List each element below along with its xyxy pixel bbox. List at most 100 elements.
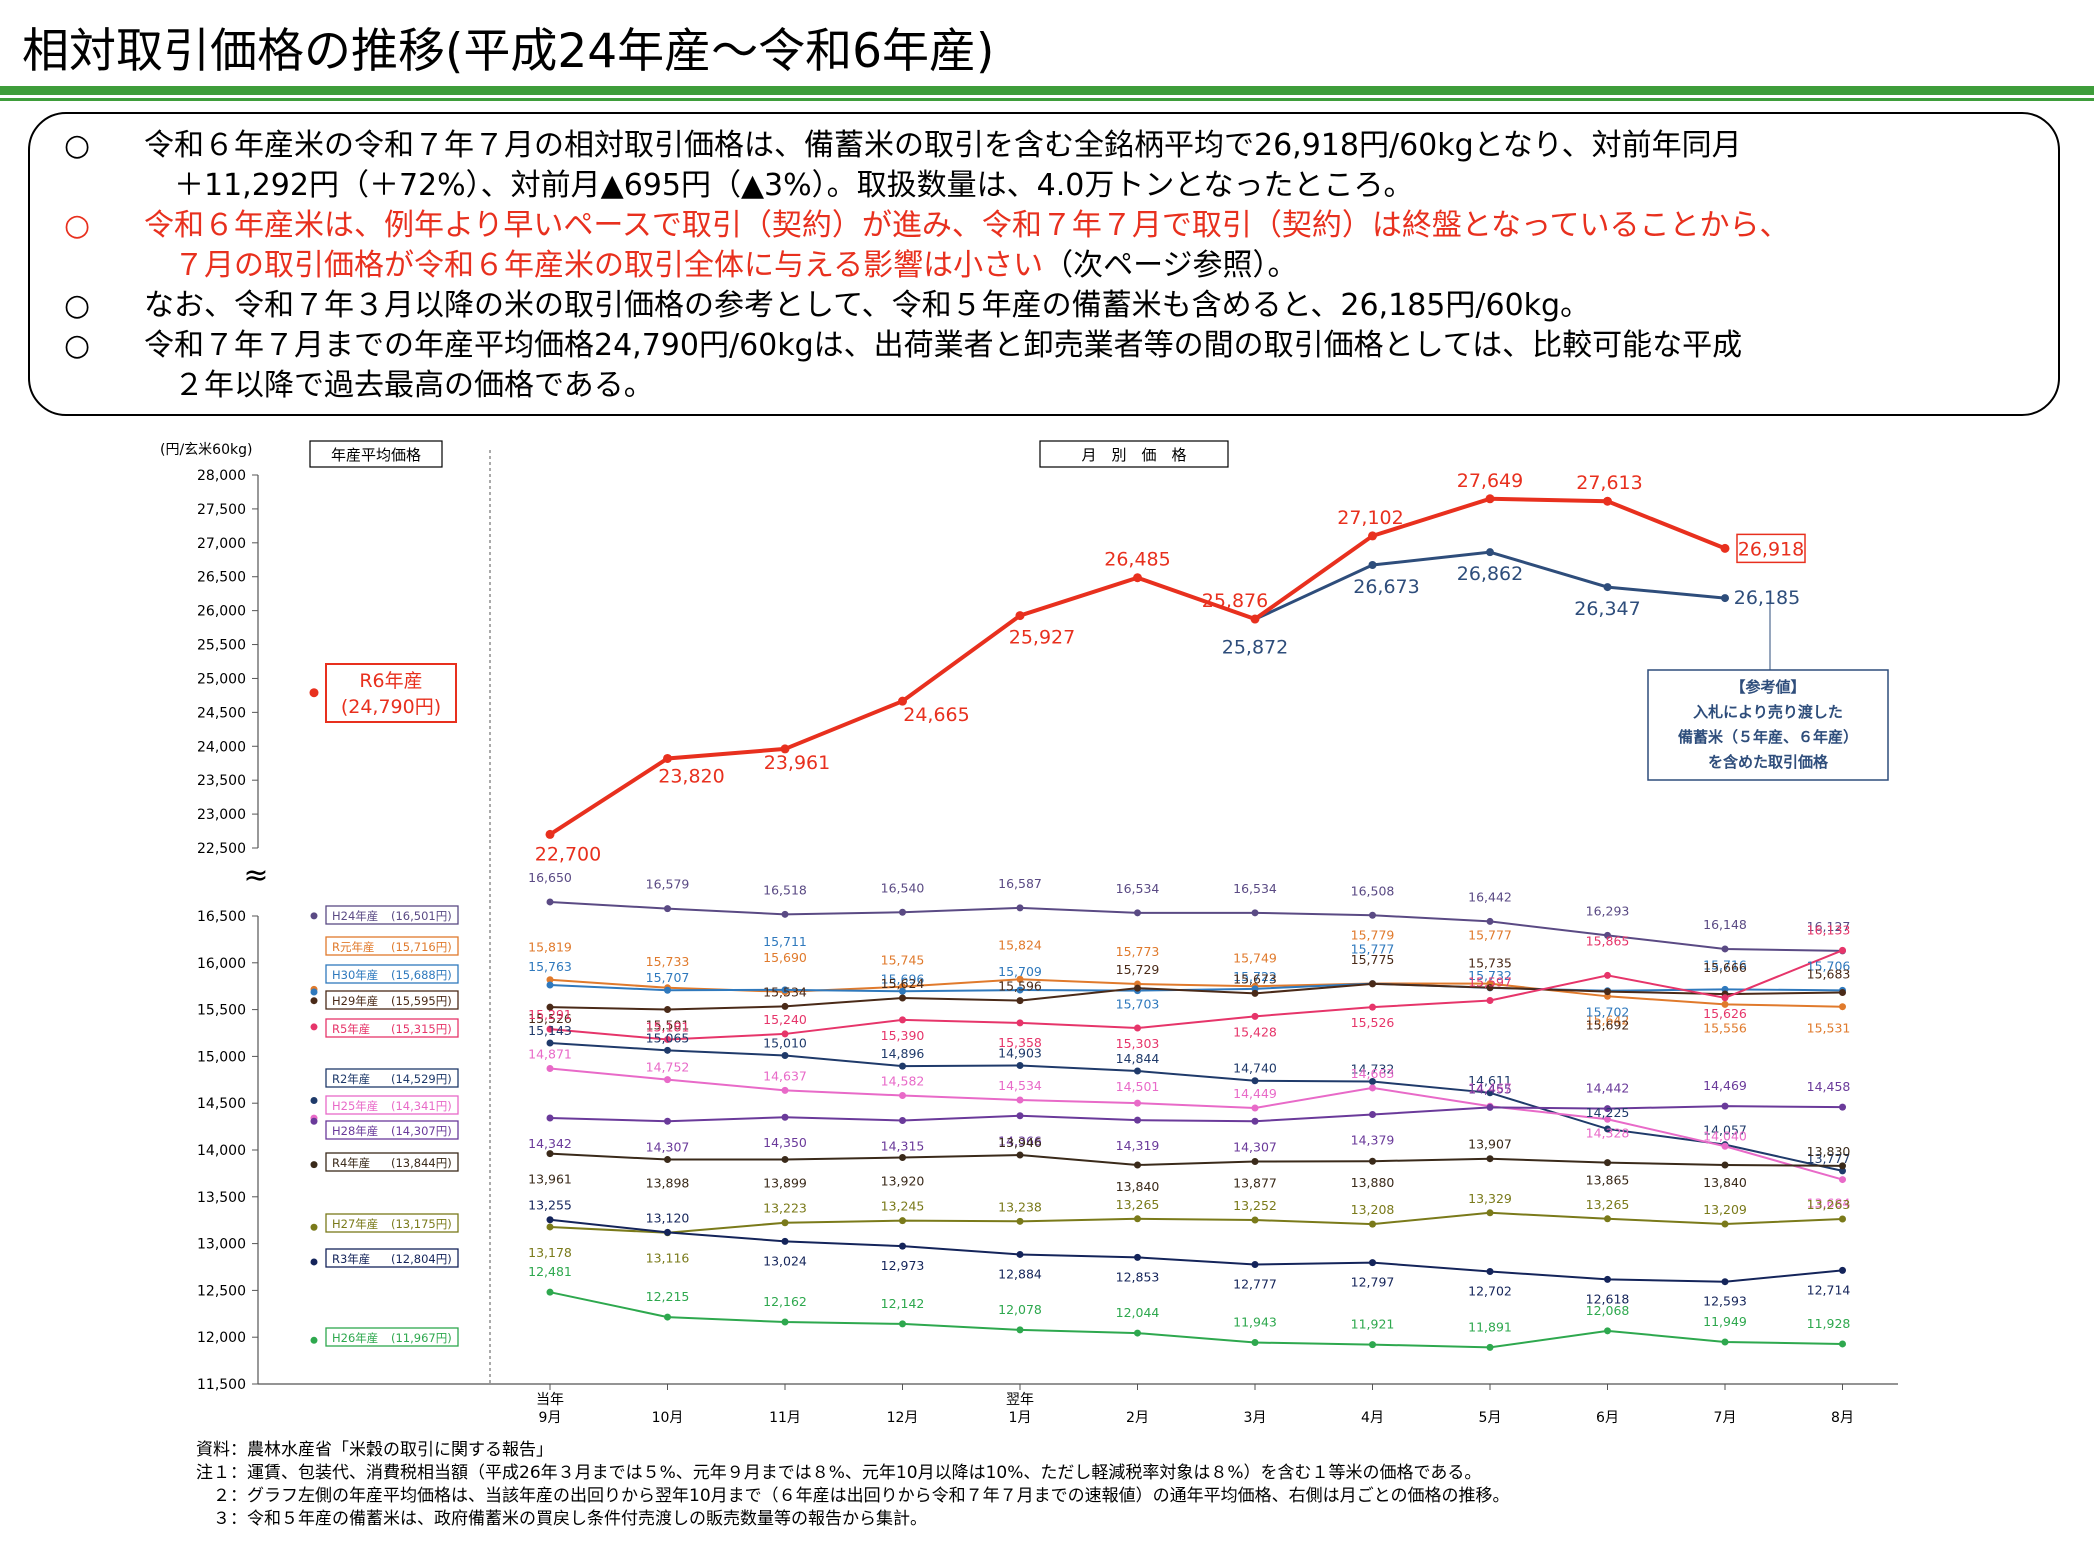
x-tick-label: 1月 bbox=[1009, 1410, 1032, 1426]
series-7-point bbox=[1839, 1103, 1846, 1111]
series-8-point bbox=[1134, 1161, 1141, 1169]
series-6-point bbox=[1251, 1104, 1259, 1112]
series-3-data-label: 15,775 bbox=[1351, 952, 1395, 967]
series-3-point bbox=[1251, 989, 1259, 997]
series-4-point bbox=[1251, 1012, 1259, 1020]
series-8-avg-point bbox=[310, 1161, 318, 1169]
series-1-line bbox=[549, 978, 1843, 1008]
series-9-avg-point bbox=[310, 1223, 318, 1231]
series-2-data-label: 15,703 bbox=[1116, 997, 1160, 1012]
x-tick-label: 12月 bbox=[887, 1410, 919, 1426]
series-3-data-label: 15,666 bbox=[1703, 960, 1747, 975]
series-10-data-label: 12,797 bbox=[1351, 1275, 1395, 1290]
series-4-point bbox=[1016, 1019, 1024, 1027]
reference-data-label: 26,347 bbox=[1574, 598, 1640, 620]
series-3-avg-point bbox=[310, 997, 318, 1005]
bullet-mark: ○ bbox=[64, 128, 91, 163]
series-9-point bbox=[546, 1223, 554, 1231]
series-6-point bbox=[546, 1064, 554, 1072]
series-7-legend-name: H28年産 bbox=[332, 1124, 378, 1138]
y-tick-label: 13,500 bbox=[197, 1190, 246, 1206]
series-0-legend-box bbox=[325, 905, 459, 925]
y-tick-label: 23,500 bbox=[197, 773, 246, 789]
bullet-text: 令和７年７月までの年産平均価格24,790円/60kgは、出荷業者と卸売業者等の… bbox=[144, 328, 1743, 363]
series-8-legend-name: R4年産 bbox=[332, 1156, 370, 1170]
series-4-point bbox=[1604, 971, 1611, 979]
series-7-data-label: 14,379 bbox=[1351, 1133, 1395, 1148]
y-tick-label: 23,000 bbox=[197, 807, 246, 823]
series-1-data-label: 15,777 bbox=[1468, 928, 1512, 943]
series-7-data-label: 14,350 bbox=[763, 1135, 807, 1150]
series-10-data-label: 12,714 bbox=[1807, 1282, 1851, 1297]
left-panel-label: 年産平均価格 bbox=[331, 446, 421, 464]
series-10-data-label: 12,973 bbox=[881, 1258, 925, 1273]
series-7-point bbox=[1251, 1117, 1259, 1125]
series-6-legend-avg: (14,341円) bbox=[391, 1099, 452, 1113]
series-6-point bbox=[1839, 1176, 1846, 1184]
y-tick-label: 15,500 bbox=[197, 1003, 246, 1019]
y-tick-label: 26,000 bbox=[197, 604, 246, 620]
bullet-text: 令和６年産米は、例年より早いペースで取引（契約）が進み、令和７年７月で取引（契約… bbox=[144, 208, 1790, 243]
reference-data-label: 26,673 bbox=[1353, 576, 1419, 598]
x-tick-label-top: 当年 bbox=[536, 1392, 564, 1408]
series-4-legend-avg: (15,315円) bbox=[391, 1022, 452, 1036]
series-1-legend-box bbox=[325, 936, 459, 956]
series-3-data-label: 15,526 bbox=[528, 1011, 572, 1026]
series-11-point bbox=[1251, 1339, 1259, 1347]
series-3-data-label: 15,624 bbox=[881, 976, 925, 991]
series-4-data-label: 15,428 bbox=[1233, 1024, 1277, 1039]
y-tick-label: 26,500 bbox=[197, 570, 246, 586]
series-3-legend-box bbox=[325, 990, 459, 1010]
series-5-point bbox=[781, 1051, 789, 1059]
series-10-avg-point bbox=[310, 1258, 318, 1266]
r6-series-point bbox=[1720, 543, 1730, 553]
series-10-data-label: 13,255 bbox=[528, 1198, 572, 1213]
series-8-data-label: 13,830 bbox=[1807, 1144, 1851, 1159]
series-6-data-label: 14,534 bbox=[998, 1078, 1042, 1093]
series-5-data-label: 14,611 bbox=[1468, 1073, 1512, 1088]
series-2-line bbox=[549, 982, 1843, 993]
series-0-legend-avg: (16,501円) bbox=[391, 909, 452, 923]
reference-note-line: 【参考値】 bbox=[1730, 678, 1805, 696]
series-11-line bbox=[549, 1291, 1843, 1349]
series-3-point bbox=[1839, 988, 1846, 996]
series-8-point bbox=[1604, 1159, 1611, 1167]
axis-break-mark: ≈ bbox=[243, 858, 268, 893]
y-tick-label: 27,500 bbox=[197, 502, 246, 518]
y-tick-label: 25,000 bbox=[197, 671, 246, 687]
series-5-data-label: 13,777 bbox=[1807, 1151, 1851, 1166]
series-10-data-label: 12,884 bbox=[998, 1266, 1042, 1281]
series-10-data-label: 12,777 bbox=[1233, 1276, 1277, 1291]
series-10-data-label: 13,024 bbox=[763, 1253, 807, 1268]
series-5-data-label: 14,844 bbox=[1116, 1051, 1160, 1066]
series-5-point bbox=[1251, 1077, 1259, 1085]
series-9-data-label: 13,238 bbox=[998, 1199, 1042, 1214]
series-7-line bbox=[549, 1105, 1843, 1123]
series-6-data-label: 14,467 bbox=[1468, 1080, 1512, 1095]
series-1-data-label: 15,824 bbox=[998, 937, 1042, 952]
r6-series-point bbox=[545, 829, 555, 839]
series-2-data-label: 15,709 bbox=[998, 964, 1042, 979]
series-3-point bbox=[1134, 984, 1141, 992]
series-1-data-label: 15,690 bbox=[763, 950, 807, 965]
series-5-point bbox=[1134, 1067, 1141, 1075]
series-2-point bbox=[899, 987, 906, 995]
series-5-point bbox=[546, 1039, 554, 1047]
bullet-text: ＋11,292円（＋72%）、対前月▲695円（▲3%）。取扱数量は、4.0万ト… bbox=[174, 168, 1414, 203]
series-2-data-label: 15,777 bbox=[1351, 942, 1395, 957]
series-7-data-label: 14,458 bbox=[1807, 1079, 1851, 1094]
page-title: 相対取引価格の推移(平成24年産～令和6年産) bbox=[22, 24, 995, 79]
y-tick-label: 22,500 bbox=[197, 841, 246, 857]
y-tick-label: 24,500 bbox=[197, 705, 246, 721]
y-tick-label: 27,000 bbox=[197, 536, 246, 552]
series-4-point bbox=[546, 1025, 554, 1033]
series-1-data-label: 15,745 bbox=[881, 953, 925, 968]
series-11-data-label: 12,215 bbox=[646, 1289, 690, 1304]
series-9-data-label: 13,245 bbox=[881, 1199, 925, 1214]
series-3-data-label: 15,683 bbox=[1807, 966, 1851, 981]
series-10-data-label: 12,853 bbox=[1116, 1269, 1160, 1284]
series-5-data-label: 14,740 bbox=[1233, 1061, 1277, 1076]
series-4-data-label: 15,526 bbox=[1351, 1015, 1395, 1030]
series-9-point bbox=[1721, 1220, 1729, 1228]
series-3-point bbox=[899, 994, 906, 1002]
